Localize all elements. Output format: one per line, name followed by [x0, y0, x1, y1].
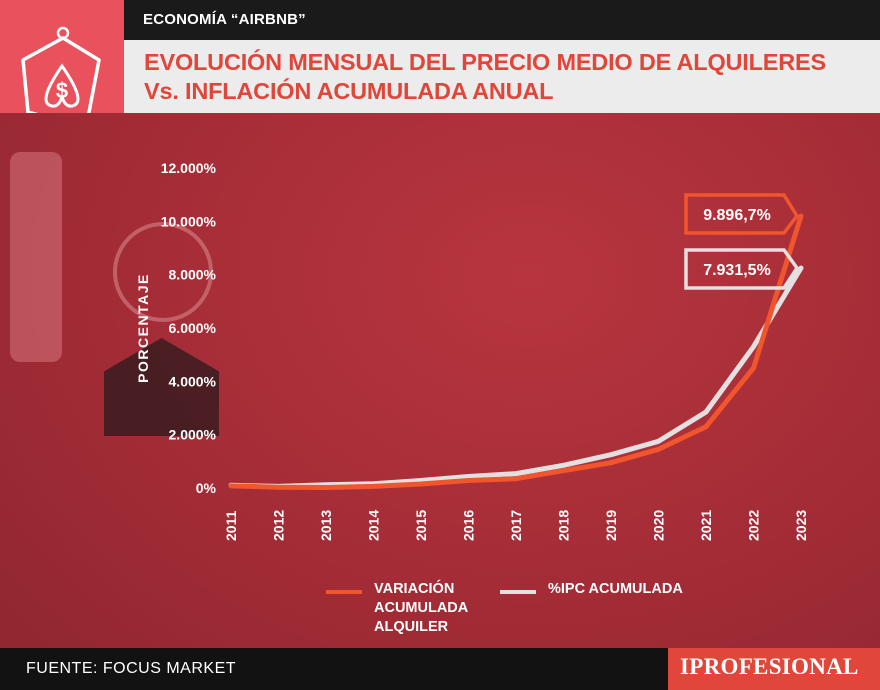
airbnb-logo-box: $	[0, 0, 124, 130]
x-tick-label: 2013	[318, 510, 334, 541]
x-tick-label: 2022	[746, 510, 762, 541]
x-tick-label: 2018	[556, 510, 572, 541]
brand-name: IPROFESIONAL	[680, 654, 859, 679]
section-tag: ECONOMÍA “AIRBNB”	[143, 11, 306, 28]
y-tick-label: 0%	[196, 480, 217, 496]
chart-title-line1: EVOLUCIÓN MENSUAL DEL PRECIO MEDIO DE AL…	[144, 49, 826, 75]
y-axis-label: PORCENTAJE	[135, 273, 151, 383]
y-tick-label: 10.000%	[161, 213, 217, 229]
title-bar: EVOLUCIÓN MENSUAL DEL PRECIO MEDIO DE AL…	[124, 40, 880, 113]
x-tick-label: 2021	[698, 510, 714, 541]
y-tick-label: 2.000%	[169, 427, 217, 443]
y-tick-label: 12.000%	[161, 160, 217, 176]
legend-label-rent: VARIACIÓN ACUMULADA ALQUILER	[374, 580, 468, 637]
y-tick-label: 4.000%	[169, 373, 217, 389]
end-callout-rent-label: 9.896,7%	[703, 207, 771, 224]
x-tick-label: 2012	[271, 510, 287, 541]
legend-label-rent-line: VARIACIÓN	[374, 581, 455, 597]
x-tick-label: 2019	[603, 510, 619, 541]
x-tick-label: 2015	[413, 510, 429, 541]
door-background	[10, 152, 62, 362]
keyring-background	[113, 222, 213, 322]
brand-logo: IPROFESIONAL	[668, 648, 880, 690]
series-line-rent	[228, 213, 804, 490]
legend-label-rent-line: ACUMULADA	[374, 600, 469, 616]
x-tick-label: 2023	[793, 510, 809, 541]
x-tick-label: 2017	[508, 510, 524, 541]
y-tick-label: 6.000%	[169, 320, 217, 336]
x-tick-label: 2020	[651, 510, 667, 541]
x-tick-label: 2011	[223, 510, 239, 541]
x-tick-label: 2016	[461, 510, 477, 541]
top-bar: ECONOMÍA “AIRBNB”	[0, 0, 880, 40]
legend-swatch-ipc	[500, 590, 536, 594]
end-callout-rent-box	[684, 193, 800, 235]
end-callout-ipc-box	[684, 248, 800, 290]
chart-title-line2: Vs. INFLACIÓN ACUMULADA ANUAL	[144, 78, 554, 104]
source-text: FUENTE: FOCUS MARKET	[26, 660, 237, 677]
price-tag-icon: $	[21, 26, 101, 130]
legend-swatch-rent	[326, 590, 362, 594]
series-line-ipc	[228, 265, 804, 489]
legend-label-ipc: %IPC ACUMULADA	[548, 581, 683, 597]
end-callout-ipc-label: 7.931,5%	[703, 262, 771, 279]
y-tick-label: 8.000%	[169, 267, 217, 283]
x-tick-label: 2014	[366, 510, 382, 541]
legend-label-rent-line: ALQUILER	[374, 619, 449, 635]
svg-text:$: $	[56, 78, 68, 103]
